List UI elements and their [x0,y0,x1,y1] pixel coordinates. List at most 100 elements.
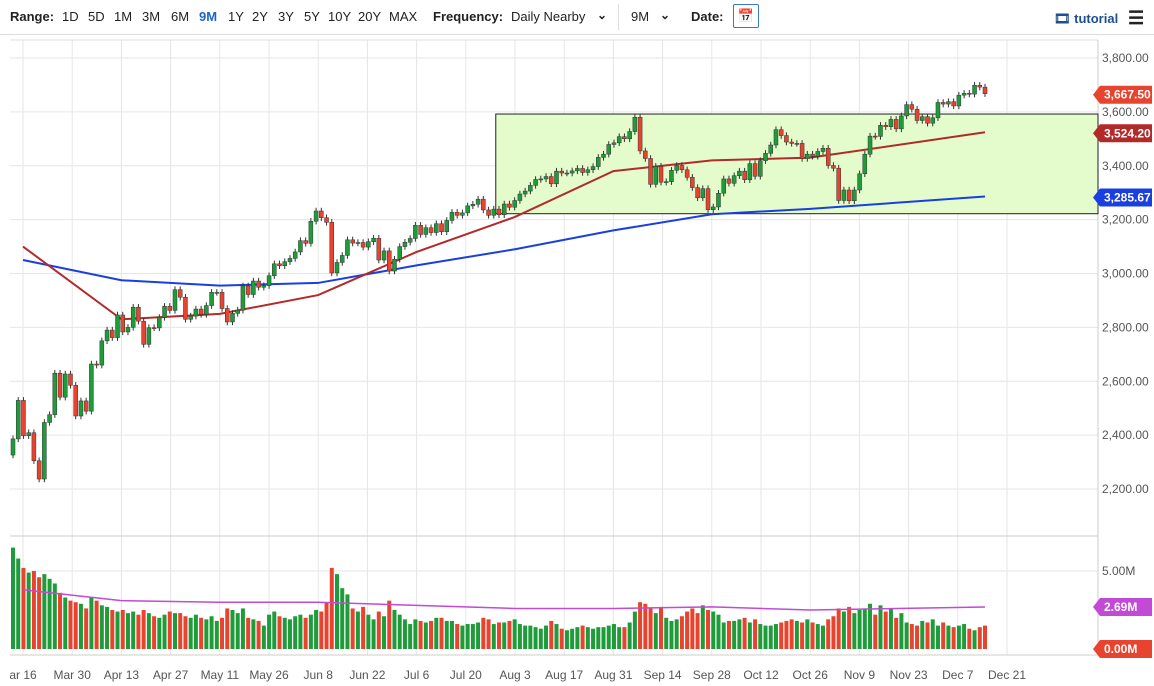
candle-body [334,262,340,274]
volume-bar [371,619,376,649]
candle-body [616,136,622,144]
candle-body [73,385,78,417]
volume-bar [894,617,899,649]
volume-bar [549,620,554,649]
volume-bar [183,616,188,649]
candle-body [554,170,559,185]
volume-bar [674,619,679,649]
last-price-badge [1093,85,1152,104]
volume-bar [768,625,773,649]
candle-body [742,170,747,181]
volume-bar [946,625,951,649]
volume-bar [977,627,982,649]
volume-bar [538,628,543,649]
calendar-icon[interactable]: 📅 [733,4,759,28]
last-price-badge-text: 3,667.50 [1104,88,1151,102]
candle-body [345,239,350,256]
volume-bar [387,600,392,649]
volume-bar [883,611,888,649]
range-1y[interactable]: 1Y [228,9,244,24]
candle-body [99,340,105,366]
range-3m[interactable]: 3M [142,9,161,24]
candle-body [758,160,763,177]
candle-body [982,86,988,94]
volume-bar [737,619,742,649]
candle-body [507,203,512,208]
film-icon: 🎞 [1054,11,1071,26]
volume-bar [606,625,611,649]
candle-body [470,204,476,207]
volume-bar [632,611,637,649]
volume-bar [753,619,758,649]
chevron-down-icon[interactable]: ⌄ [597,8,608,22]
range-max[interactable]: MAX [389,9,418,24]
tutorial-label: tutorial [1074,11,1119,26]
candle-body [298,240,303,253]
ma50-badge [1093,124,1152,143]
volume-bar [826,619,831,649]
volume-bar [690,608,695,649]
candle-body [230,313,235,323]
volume-average-line [22,588,986,611]
candle-body [47,414,52,423]
candle-body [481,198,486,211]
range-10y[interactable]: 10Y [328,9,352,24]
candle-body [543,176,549,180]
hamburger-menu-icon[interactable]: ☰ [1128,8,1145,28]
range-5y[interactable]: 5Y [304,9,320,24]
range-2y[interactable]: 2Y [252,9,268,24]
volume-bar [382,616,387,649]
candle-body [428,227,434,233]
chevron-down-icon[interactable]: ⌄ [660,8,671,22]
candle-body [904,104,909,117]
candle-body [611,142,617,145]
volume-bar [685,611,690,649]
volume-bar [94,600,99,649]
candle-body [825,147,831,166]
period-select[interactable]: 9M [631,9,650,24]
range-1m[interactable]: 1M [114,9,133,24]
volume-bar [732,620,737,649]
range-20y[interactable]: 20Y [358,9,382,24]
candle-body [21,400,26,436]
candle-body [580,168,585,173]
volume-bar [350,608,355,649]
candle-body [867,135,873,155]
candle-body [26,432,31,436]
volume-bar [455,624,460,649]
range-9m[interactable]: 9M [199,9,218,24]
candle-body [177,289,183,298]
x-tick-label: Sep 28 [693,668,731,682]
candle-body [94,363,99,366]
volume-bar [449,620,454,649]
volume-bar [983,625,987,649]
candle-body [972,84,977,95]
range-5d[interactable]: 5D [88,9,105,24]
range-6m[interactable]: 6M [171,9,190,24]
candle-body [773,129,779,146]
volume-bar [366,614,371,649]
volume-bar [319,611,324,649]
volume-bar [120,610,125,649]
candle-body [57,372,63,398]
tutorial-link[interactable]: 🎞 tutorial [1054,11,1118,27]
candle-body [52,372,58,415]
volume-bar [277,616,282,649]
x-tick-label: Apr 13 [104,668,140,682]
candle-body [110,329,115,338]
range-3y[interactable]: 3Y [278,9,294,24]
volume-bar [773,624,778,649]
volume-bar [941,622,946,649]
volume-bar [821,625,825,649]
volume-tick-label: 5.00M [1102,564,1135,578]
candle-body [282,261,287,266]
range-1d[interactable]: 1D [62,9,79,24]
volume-bar [99,605,104,649]
frequency-select[interactable]: Daily Nearby [511,9,586,24]
volume-bar [298,614,303,649]
candle-body [711,206,716,210]
candle-body [392,258,397,272]
candle-body [329,222,335,274]
candle-body [643,150,648,159]
